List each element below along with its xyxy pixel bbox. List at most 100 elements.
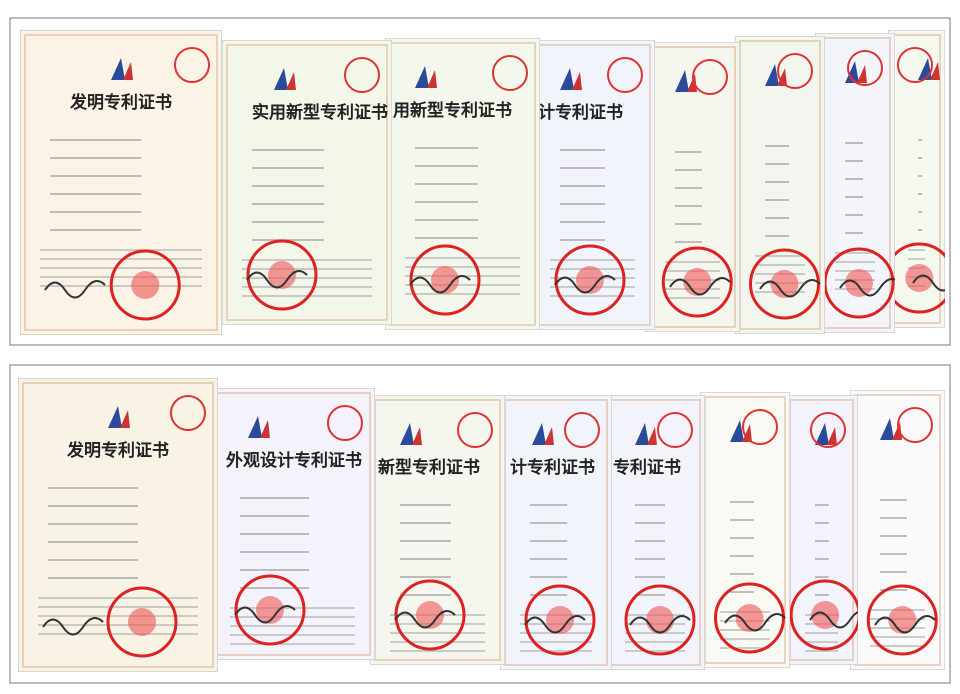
- emblem: [857, 65, 867, 83]
- certificate: 用新型专利证书: [385, 38, 540, 330]
- emblem: [687, 74, 697, 92]
- signature: [246, 270, 308, 289]
- big-seal-inner: [431, 266, 459, 294]
- emblem: [635, 423, 649, 445]
- certificate: [785, 395, 858, 665]
- big-seal-inner: [770, 270, 799, 298]
- big-seal: [554, 244, 626, 316]
- emblem: [412, 427, 422, 445]
- big-seal-inner: [905, 264, 934, 292]
- big-seal-inner: [268, 261, 296, 289]
- seal: [897, 407, 933, 443]
- signature: [554, 275, 616, 294]
- signature: [234, 605, 296, 624]
- signature: [629, 615, 691, 634]
- certificate-title: 专利证书: [613, 457, 681, 478]
- big-seal: [109, 249, 181, 321]
- certificate-border: [22, 382, 214, 668]
- signature: [839, 278, 895, 297]
- big-seal: [888, 242, 945, 314]
- certificate: 发明专利证书: [20, 30, 222, 335]
- signature: [759, 279, 821, 298]
- certificate: 外观设计专利证书: [210, 388, 375, 660]
- emblem: [827, 427, 837, 445]
- emblem: [427, 70, 437, 88]
- certificate: 发明专利证书: [18, 378, 218, 672]
- emblem: [930, 62, 940, 80]
- signature: [44, 280, 106, 299]
- seal: [607, 57, 643, 93]
- signature: [409, 275, 471, 294]
- certificate-title: 发明专利证书: [69, 92, 172, 113]
- emblem: [892, 422, 902, 440]
- certificate-title: 用新型专利证书: [393, 100, 512, 121]
- emblem: [274, 68, 288, 90]
- signature: [524, 615, 586, 634]
- certificate-border: [226, 44, 388, 321]
- signature: [394, 610, 456, 629]
- emblem: [111, 58, 125, 80]
- big-seal-inner: [576, 266, 604, 294]
- big-seal: [624, 584, 696, 656]
- certificate: [735, 36, 825, 334]
- big-seal-inner: [735, 604, 764, 632]
- big-seal: [714, 582, 785, 654]
- emblem: [777, 68, 787, 86]
- certificate: [645, 42, 740, 332]
- emblem: [123, 62, 133, 80]
- seal: [457, 412, 493, 448]
- emblem: [647, 427, 657, 445]
- emblem: [572, 72, 582, 90]
- big-seal: [789, 579, 858, 651]
- emblem: [544, 427, 554, 445]
- emblem: [845, 61, 859, 83]
- emblem: [560, 68, 574, 90]
- seal: [174, 47, 210, 83]
- emblem: [675, 70, 689, 92]
- signature: [42, 617, 104, 636]
- emblem: [120, 410, 130, 428]
- big-seal: [409, 244, 481, 316]
- emblem: [108, 406, 122, 428]
- seal: [692, 59, 728, 95]
- big-seal: [106, 586, 178, 658]
- certificate-border: [24, 34, 218, 331]
- emblem: [400, 423, 414, 445]
- seal: [847, 50, 883, 86]
- seal: [742, 409, 778, 445]
- certificate: [700, 392, 790, 668]
- certificate: [815, 33, 895, 333]
- emblem: [415, 66, 429, 88]
- seal: [657, 412, 693, 448]
- big-seal: [394, 579, 466, 651]
- emblem: [532, 423, 546, 445]
- seal: [810, 412, 846, 448]
- big-seal: [866, 584, 938, 656]
- emblem: [880, 418, 894, 440]
- certificate-title: 实用新型专利证书: [252, 102, 388, 123]
- emblem: [742, 424, 752, 442]
- certificate-title: 计专利证书: [538, 102, 623, 123]
- certificate: 计专利证书: [500, 395, 612, 670]
- certificate: [850, 390, 945, 670]
- emblem: [765, 64, 779, 86]
- big-seal: [661, 246, 733, 318]
- seal: [492, 55, 528, 91]
- certificate: 计专利证书: [530, 40, 655, 330]
- signature: [724, 613, 786, 632]
- seal: [564, 412, 600, 448]
- signature: [809, 610, 858, 629]
- big-seal: [524, 584, 596, 656]
- big-seal: [749, 248, 820, 320]
- certificate-title: 计专利证书: [510, 457, 595, 478]
- certificate: 新型专利证书: [370, 395, 505, 665]
- seal: [170, 395, 206, 431]
- big-seal-inner: [845, 269, 873, 297]
- big-seal-inner: [256, 596, 284, 624]
- emblem: [815, 423, 829, 445]
- emblem: [248, 416, 262, 438]
- certificate: 专利证书: [605, 395, 705, 670]
- certificate-paper: [210, 388, 375, 660]
- certificate: 实用新型专利证书: [222, 40, 392, 325]
